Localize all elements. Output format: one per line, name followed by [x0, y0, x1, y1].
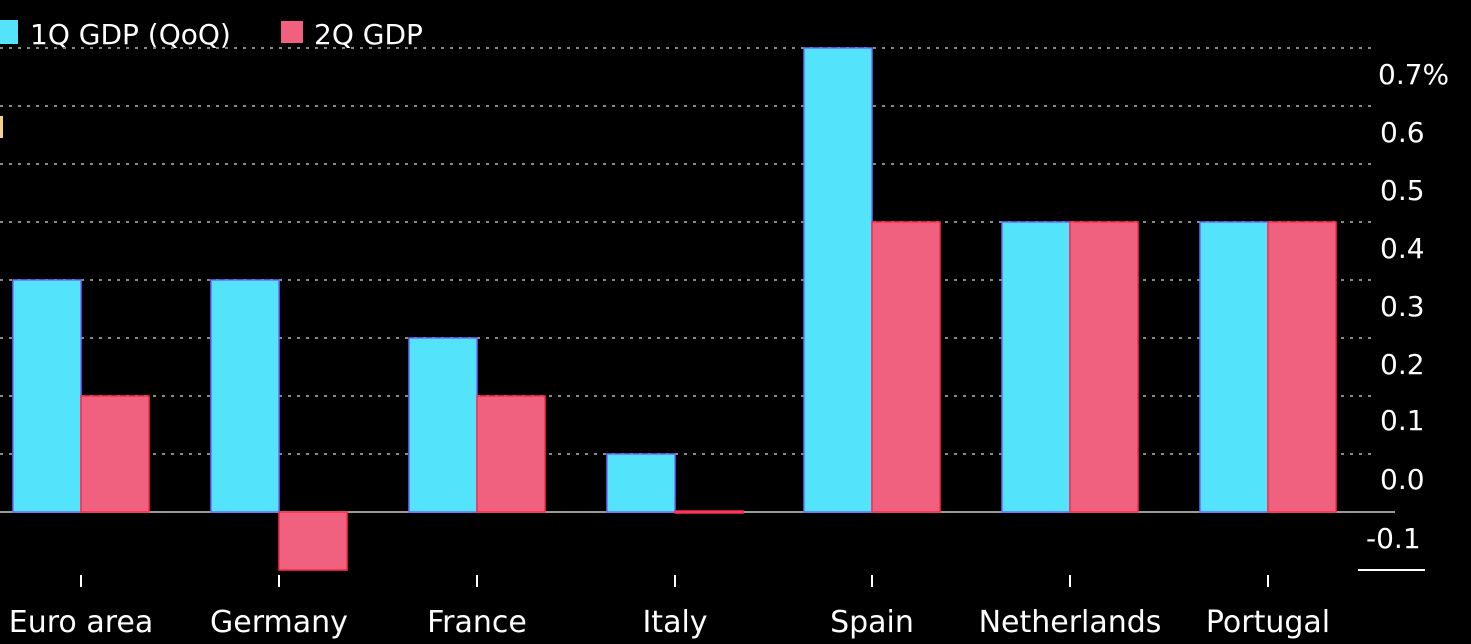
y-tick-label: 0.7%: [1378, 58, 1449, 91]
bar-series1-portugal: [1199, 221, 1269, 513]
x-axis-categories: Euro area Germany France Italy Spain Netherla…: [9, 575, 1330, 640]
y-axis-marker: [0, 116, 3, 138]
bar-series2-spain: [871, 221, 941, 513]
y-tick-label: 0.4: [1380, 232, 1425, 265]
x-category-label: Euro area: [9, 605, 153, 640]
bar-series1-france: [408, 337, 478, 513]
bar-series2-france: [476, 395, 546, 513]
legend: 1Q GDP (QoQ) 2Q GDP: [0, 18, 423, 51]
bar-series1-spain: [803, 47, 873, 513]
x-category-label: France: [427, 605, 527, 640]
y-tick-label: 0.1: [1380, 404, 1425, 437]
bar-series2-netherlands: [1069, 221, 1139, 513]
bar-series1-euro-area: [12, 279, 82, 513]
bar-series2-portugal: [1267, 221, 1337, 513]
y-tick-label: -0.1: [1366, 522, 1421, 555]
bar-series1-germany: [210, 279, 280, 513]
x-category-label: Germany: [210, 605, 348, 640]
x-category-label: Netherlands: [979, 605, 1162, 640]
y-tick-label: 0.5: [1380, 174, 1425, 207]
bar-series1-italy: [606, 453, 676, 513]
bar-series2-germany: [278, 511, 348, 571]
bar-series2-italy: [674, 510, 744, 514]
y-axis-ticks: 0.7% 0.6 0.5 0.4 0.3 0.2 0.1 0.0 -0.1: [1366, 58, 1449, 555]
y-tick-label: 0.0: [1380, 463, 1425, 496]
bars: [12, 47, 1337, 571]
y-tick-label: 0.2: [1380, 348, 1425, 381]
x-category-label: Spain: [830, 605, 914, 640]
y-tick-label: 0.3: [1380, 290, 1425, 323]
legend-label-series1: 1Q GDP (QoQ): [30, 18, 231, 51]
x-category-label: Italy: [642, 605, 707, 640]
legend-swatch-series2: [281, 21, 303, 43]
y-tick-label: 0.6: [1380, 116, 1425, 149]
x-category-label: Portugal: [1206, 605, 1330, 640]
bar-series2-euro-area: [80, 395, 150, 513]
legend-label-series2: 2Q GDP: [314, 18, 423, 51]
bar-series1-netherlands: [1001, 221, 1071, 513]
legend-swatch-series1: [0, 20, 18, 44]
